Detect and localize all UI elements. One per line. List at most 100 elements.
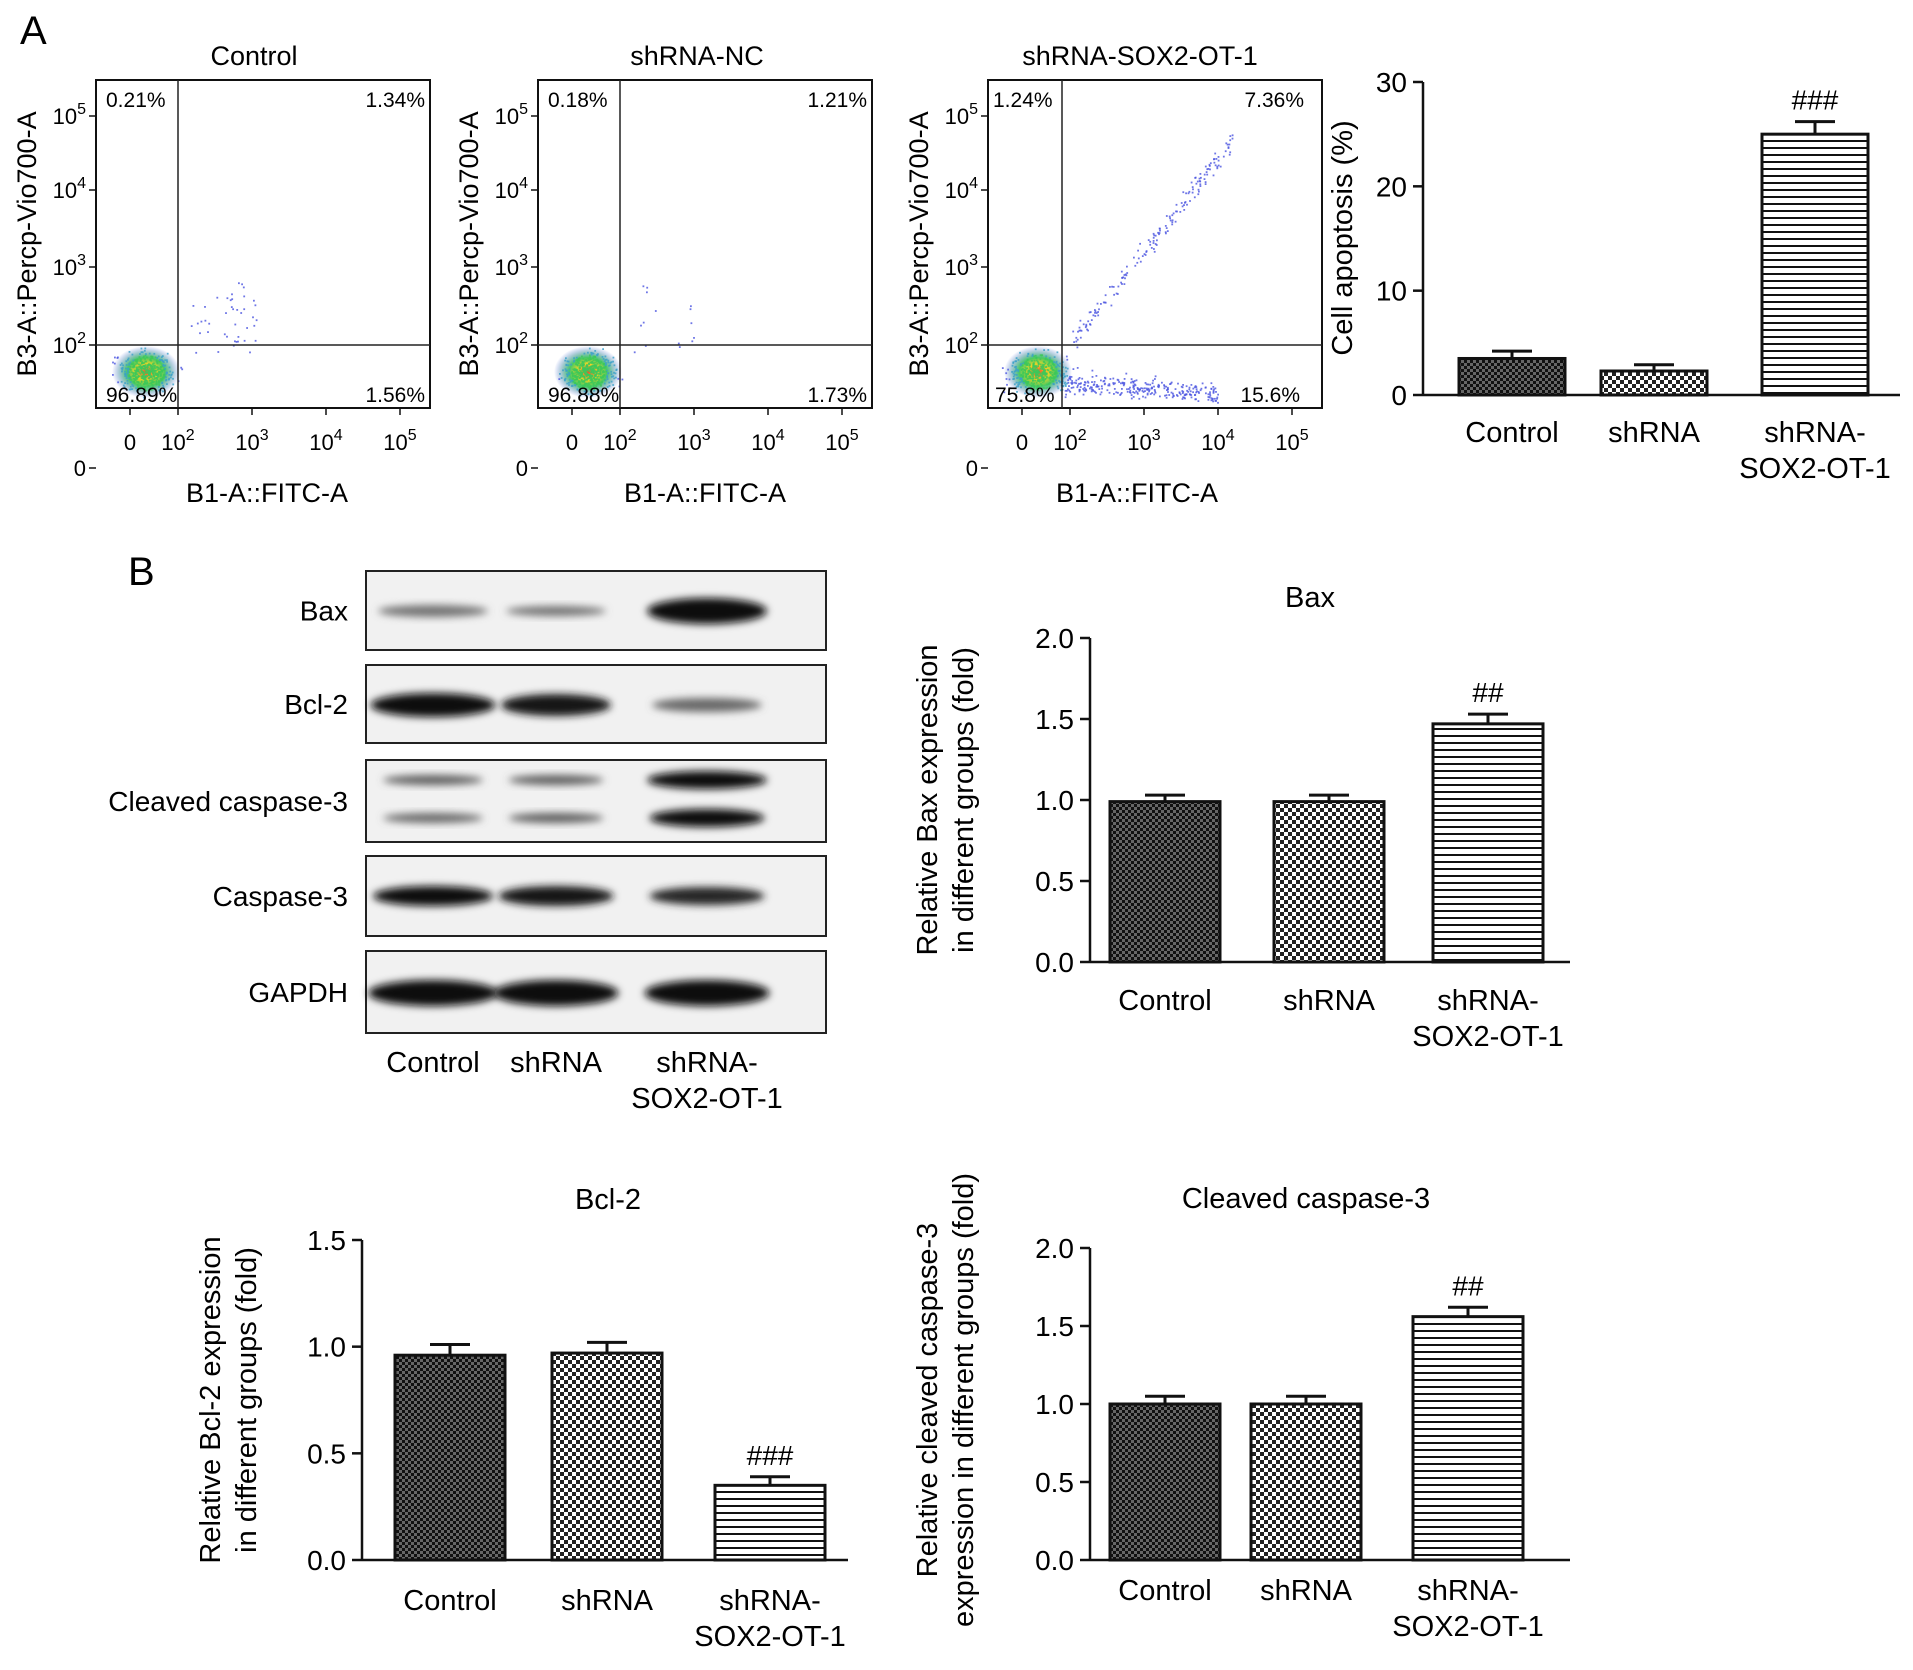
event-dot [1037,380,1040,382]
event-dot [1100,385,1103,388]
event-dot [151,366,153,369]
y-tick-label: 2.0 [1035,1233,1074,1264]
event-dot [567,364,570,367]
event-dot [591,370,594,373]
event-dot [595,364,598,367]
quadrant-ll: 75.8% [995,384,1055,407]
event-dot [142,365,145,367]
event-dot [1073,381,1076,384]
event-dot [1087,320,1090,323]
event-dot [1030,377,1033,380]
event-dot [575,368,578,371]
event-dot [1151,387,1153,390]
event-dot [1028,377,1031,380]
event-dot [144,347,147,350]
event-dot [154,367,157,370]
event-dot [1083,389,1085,392]
event-dot [592,380,594,382]
event-dot [153,362,155,365]
event-dot [1217,401,1219,404]
tick-exponent: 3 [969,252,978,269]
event-dot [1048,362,1050,365]
event-dot [593,362,595,364]
protein-band [383,813,483,823]
event-dot [1178,391,1181,394]
event-dot [588,347,591,350]
event-dot [155,379,158,382]
event-dot [1072,330,1075,333]
event-dot [1137,249,1139,252]
event-dot [1047,349,1050,351]
event-dot [164,368,166,370]
event-dot [1175,210,1177,213]
event-dot [137,386,139,388]
event-dot [136,389,138,392]
event-dot [1057,374,1059,377]
event-dot [1041,384,1043,387]
event-dot [1097,314,1100,317]
event-dot [1212,386,1215,388]
event-dot [1194,398,1197,401]
tick-exponent: 4 [969,175,978,192]
event-dot [587,393,590,396]
event-dot [572,380,575,383]
event-dot [1019,377,1022,380]
event-dot [1080,382,1082,385]
event-dot [603,382,606,385]
event-dot [195,351,198,354]
event-dot [1181,205,1184,208]
event-dot [586,377,589,380]
y-axis-label: Relative Bax expression [912,644,944,955]
event-dot [606,386,609,388]
event-dot [568,372,571,375]
event-dot [1039,378,1042,381]
flow-ylabel: B3-A::Percp-Vio700-A [12,111,42,376]
event-dot [153,374,155,377]
event-dot [122,384,125,387]
event-dot [1098,388,1101,390]
event-dot [1185,385,1188,388]
event-dot [146,367,149,370]
event-dot [578,367,581,369]
event-dot [1078,388,1081,391]
event-dot [122,364,124,367]
tick-exponent: 4 [334,427,343,444]
event-dot [132,372,135,374]
event-dot [598,368,600,371]
event-dot [573,367,576,370]
event-dot [610,370,613,373]
tick-base: 10 [677,430,701,455]
event-dot [1145,250,1148,252]
event-dot [560,377,563,379]
event-dot [1121,276,1123,279]
event-dot [144,370,147,372]
event-dot [149,363,151,366]
event-dot [1050,367,1052,370]
event-dot [587,382,590,385]
tick-exponent: 3 [77,252,86,269]
event-dot [1117,391,1119,394]
tick-base: 10 [235,430,259,455]
y-tick-label: 0.5 [307,1438,346,1469]
event-dot [1023,368,1026,371]
event-dot [1060,380,1062,383]
event-dot [125,364,128,366]
event-dot [1181,398,1184,400]
event-dot [216,296,219,299]
event-dot [1046,358,1049,361]
event-dot [143,372,145,375]
event-dot [599,373,602,376]
y-axis-label: Cell apoptosis (%) [1327,120,1359,355]
event-dot [1047,363,1049,366]
event-dot [142,356,145,359]
event-dot [1011,364,1014,367]
event-dot [135,366,138,369]
bar [1272,800,1386,964]
event-dot [558,378,561,380]
event-dot [1200,176,1202,179]
event-dot [1190,181,1193,184]
event-dot [581,386,584,389]
event-dot [566,382,569,385]
event-dot [1036,369,1039,371]
